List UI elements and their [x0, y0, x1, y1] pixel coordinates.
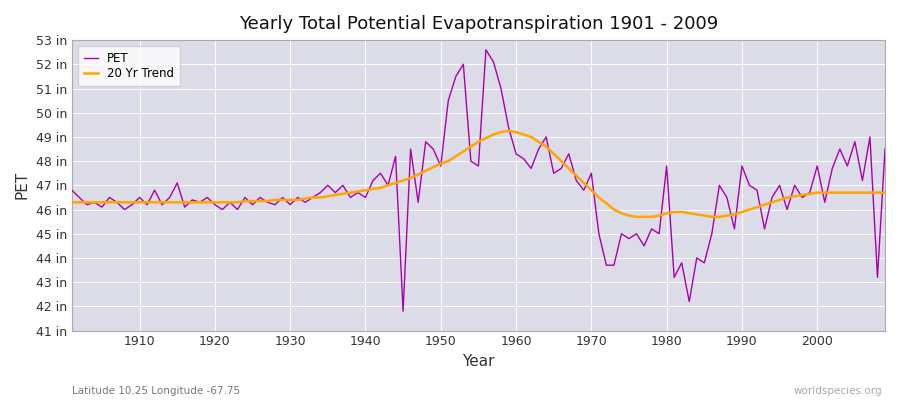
20 Yr Trend: [292, 198, 303, 202]
Y-axis label: PET: PET: [15, 171, 30, 200]
PET: [616, 231, 627, 236]
PET: [292, 195, 303, 200]
Text: worldspecies.org: worldspecies.org: [794, 386, 882, 396]
Legend: PET, 20 Yr Trend: PET, 20 Yr Trend: [77, 46, 180, 86]
20 Yr Trend: [518, 132, 529, 137]
PET: [518, 156, 529, 161]
20 Yr Trend: [608, 207, 619, 212]
PET: [127, 202, 138, 207]
Line: 20 Yr Trend: 20 Yr Trend: [72, 131, 885, 217]
X-axis label: Year: Year: [462, 354, 495, 369]
20 Yr Trend: [503, 128, 514, 133]
Title: Yearly Total Potential Evapotranspiration 1901 - 2009: Yearly Total Potential Evapotranspiratio…: [238, 15, 718, 33]
20 Yr Trend: [127, 200, 138, 205]
PET: [526, 166, 536, 171]
20 Yr Trend: [338, 192, 348, 196]
PET: [879, 147, 890, 152]
Text: Latitude 10.25 Longitude -67.75: Latitude 10.25 Longitude -67.75: [72, 386, 240, 396]
PET: [338, 183, 348, 188]
PET: [398, 309, 409, 314]
Line: PET: PET: [72, 50, 885, 311]
20 Yr Trend: [67, 200, 77, 205]
PET: [67, 188, 77, 192]
20 Yr Trend: [510, 130, 521, 134]
PET: [481, 47, 491, 52]
20 Yr Trend: [631, 214, 642, 219]
20 Yr Trend: [879, 190, 890, 195]
